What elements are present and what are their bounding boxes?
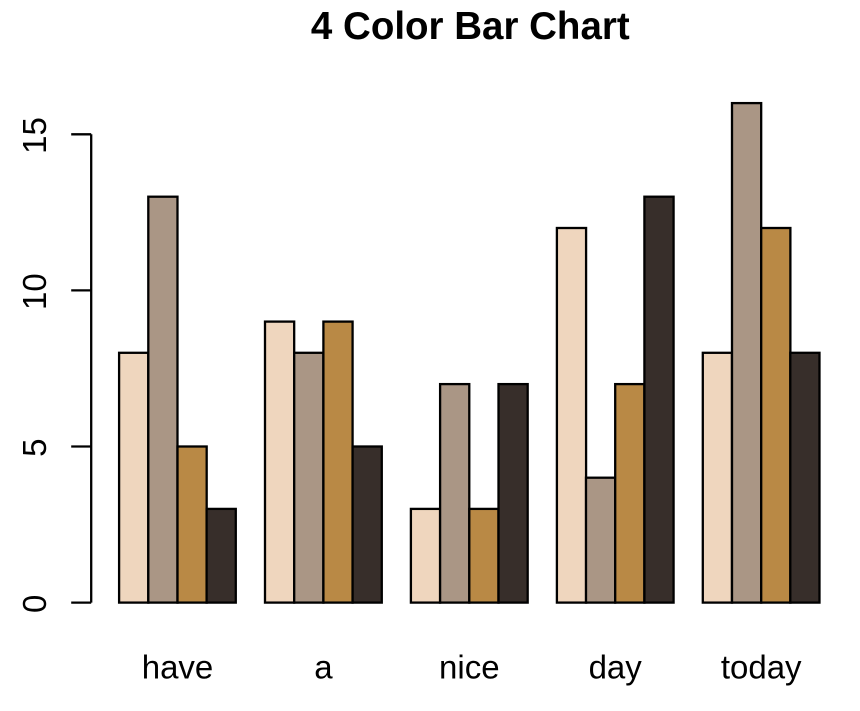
svg-text:4 Color Bar Chart: 4 Color Bar Chart <box>311 5 630 48</box>
svg-text:5: 5 <box>16 439 53 457</box>
svg-text:today: today <box>721 649 802 686</box>
svg-text:nice: nice <box>439 649 500 686</box>
svg-text:0: 0 <box>16 595 53 613</box>
svg-text:a: a <box>314 649 333 686</box>
svg-text:have: have <box>142 649 214 686</box>
svg-text:10: 10 <box>16 273 53 310</box>
svg-text:15: 15 <box>16 117 53 154</box>
svg-text:day: day <box>589 649 643 686</box>
